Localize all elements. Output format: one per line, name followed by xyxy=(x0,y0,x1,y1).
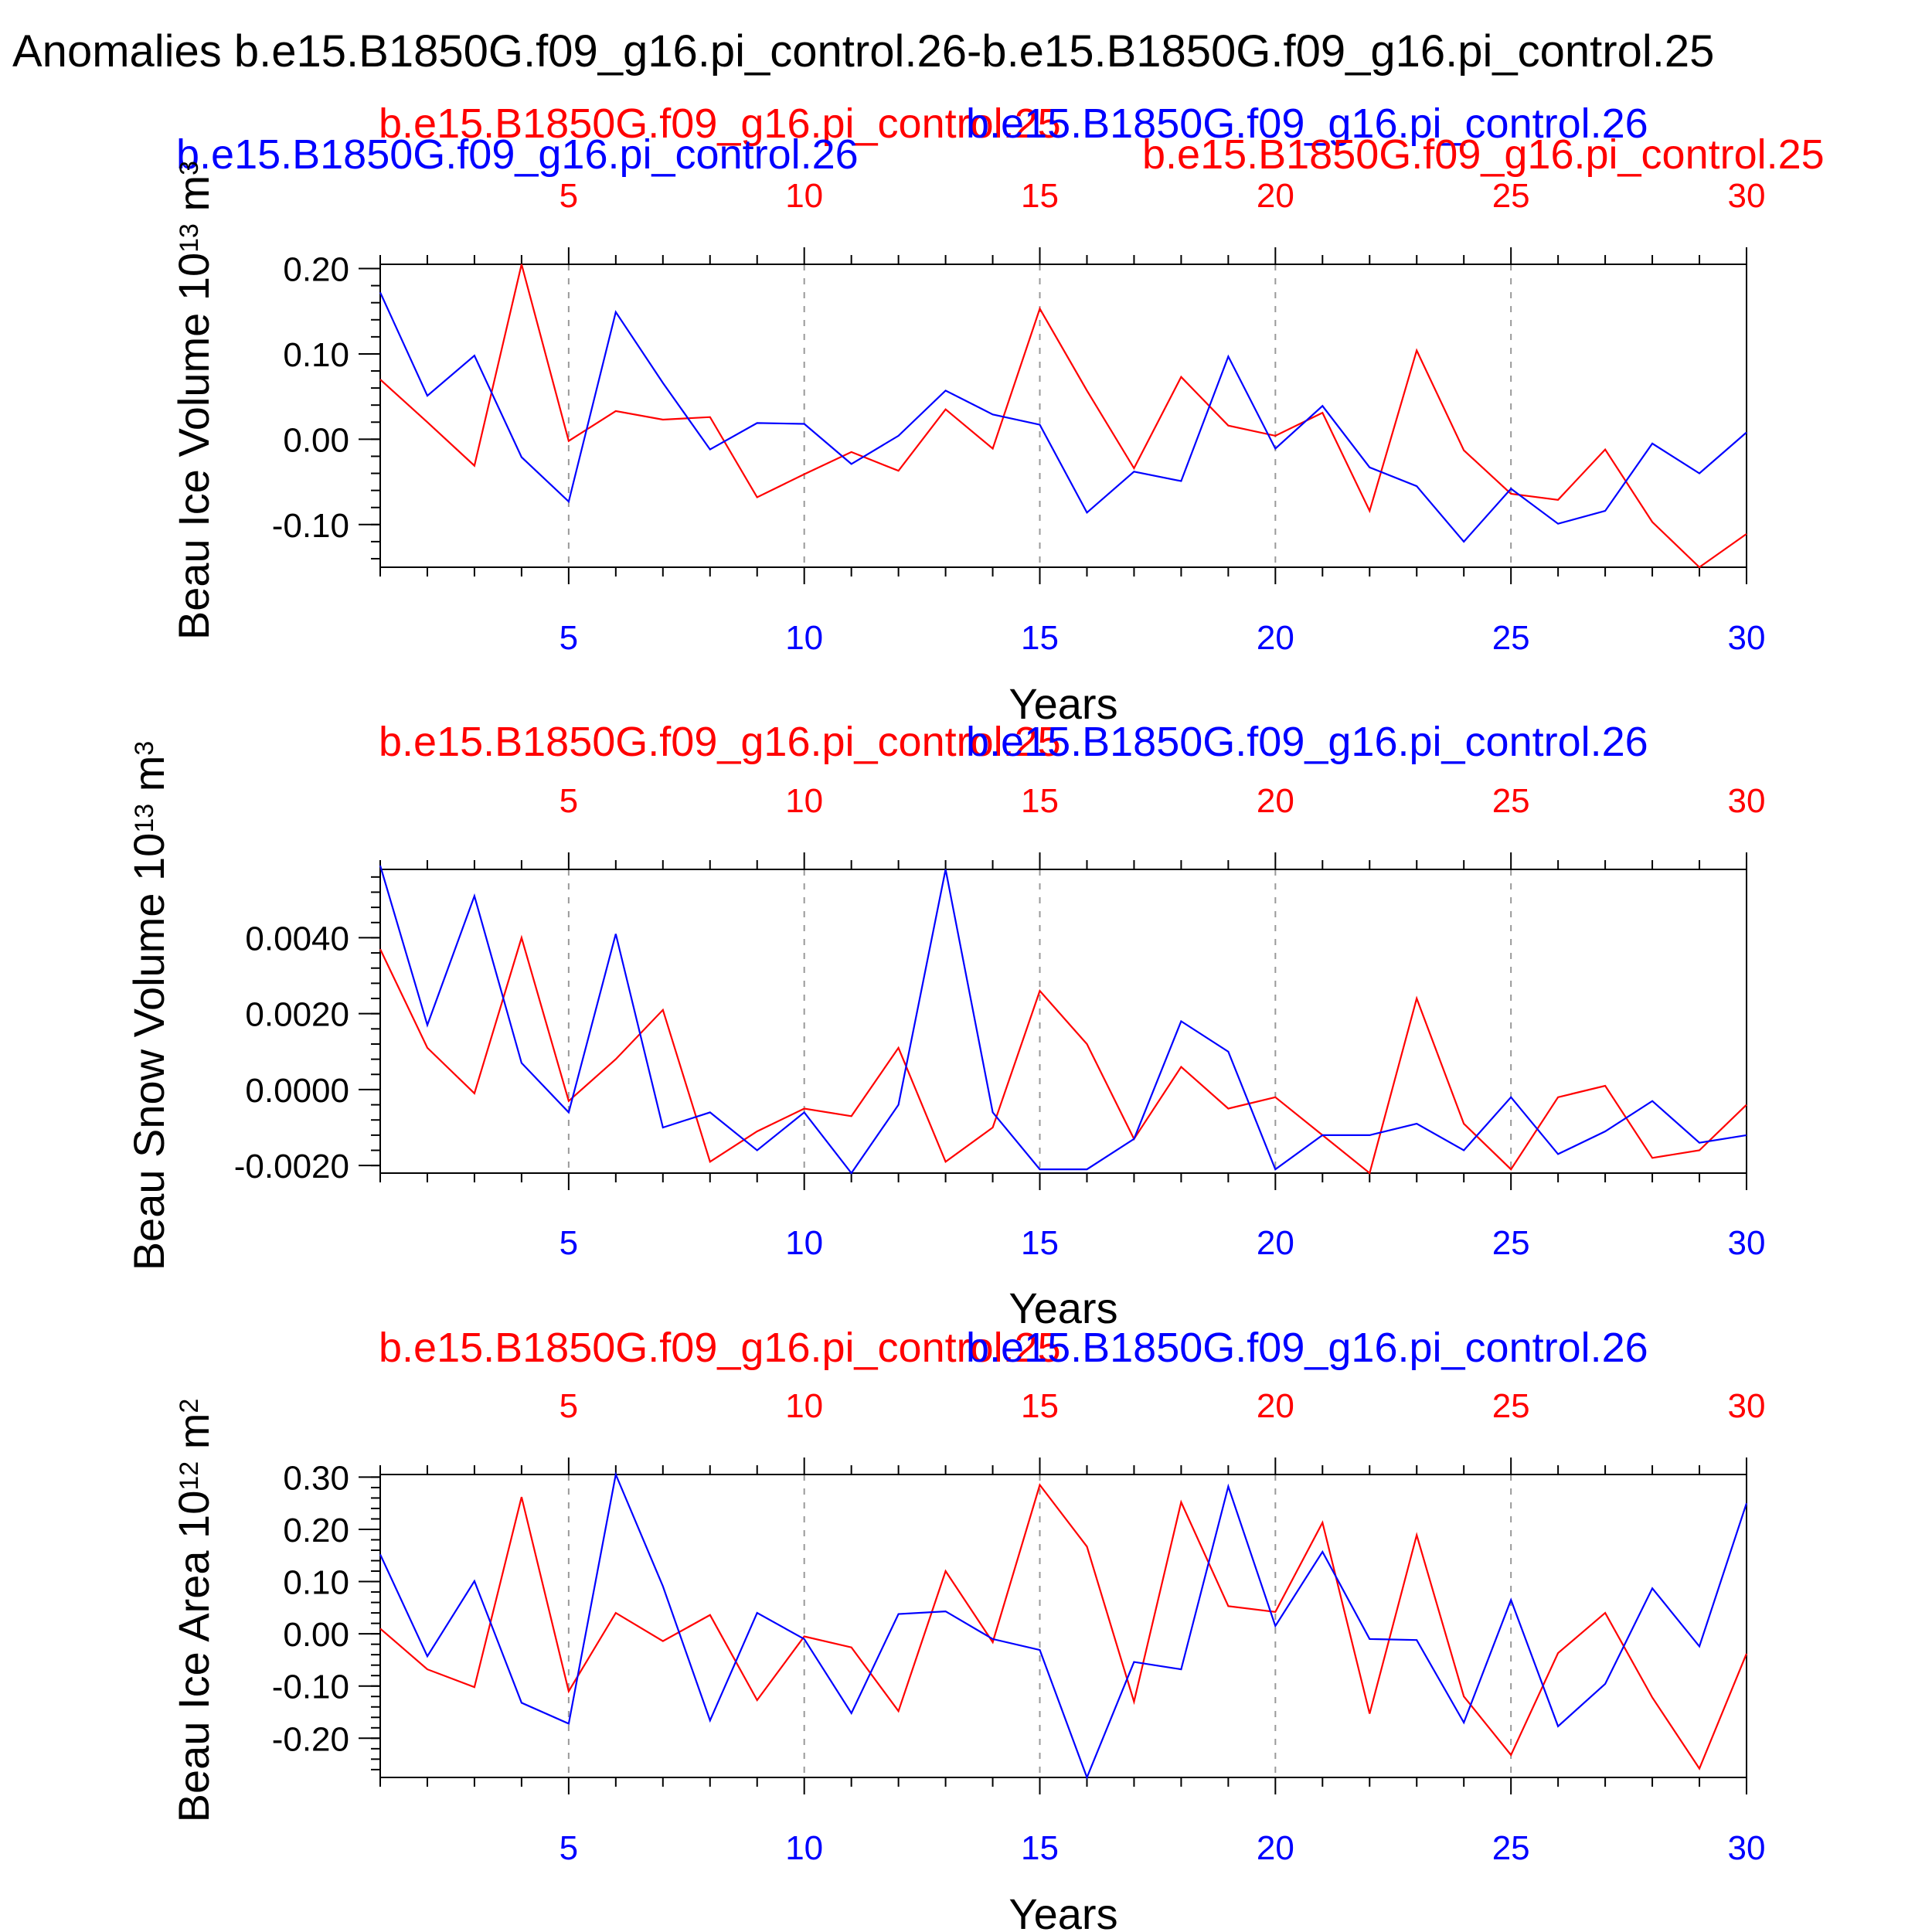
panel-1-x-tick-label-bottom: 15 xyxy=(1021,619,1059,657)
panel-2-x-tick-label-bottom: 10 xyxy=(785,1224,823,1262)
panel-1-x-tick-label-top: 20 xyxy=(1257,177,1294,215)
panel-1-x-tick-label-bottom: 10 xyxy=(785,619,823,657)
panel-1-x-tick-label-top: 5 xyxy=(560,177,578,215)
panel-2-x-tick-label-bottom: 30 xyxy=(1728,1224,1766,1262)
panel-1-x-tick-label-top: 25 xyxy=(1492,177,1530,215)
panel-1-series-b-title: b.e15.B1850G.f09_g16.pi_control.26 xyxy=(966,100,1648,147)
panel-2-x-tick-label-top: 15 xyxy=(1021,782,1059,820)
panel-1-y-tick-label: 0.00 xyxy=(283,421,349,459)
panel-2-series-b-line xyxy=(379,865,1747,1175)
panel-1-x-tick-label-top: 10 xyxy=(785,177,823,215)
panel-2-y-axis-label: Beau Snow Volume 1013 m3 xyxy=(124,741,173,1271)
panel-3-x-tick-label-bottom: 10 xyxy=(785,1829,823,1867)
panel-1-plot-frame xyxy=(379,264,1747,568)
panel-3-x-tick-label-bottom: 30 xyxy=(1728,1829,1766,1867)
panel-3-series-b-title: b.e15.B1850G.f09_g16.pi_control.26 xyxy=(966,1325,1648,1371)
panel-1-y-tick-label: 0.20 xyxy=(283,251,349,289)
panel-2-x-tick-label-bottom: 15 xyxy=(1021,1224,1059,1262)
panel-3-x-tick-label-bottom: 15 xyxy=(1021,1829,1059,1867)
panel-1-x-tick-label-bottom: 25 xyxy=(1492,619,1530,657)
panel-2-x-axis-label: Years xyxy=(1009,1284,1117,1332)
panel-2-series-a-title: b.e15.B1850G.f09_g16.pi_control.25 xyxy=(379,719,1061,765)
panel-2-x-tick-label-top: 10 xyxy=(785,782,823,820)
panel-2-y-tick-label: 0.0000 xyxy=(245,1072,349,1110)
panel-2-x-tick-label-bottom: 5 xyxy=(560,1224,578,1262)
panel-1-x-tick-label-top: 30 xyxy=(1728,177,1766,215)
panel-3-y-tick-label: 0.20 xyxy=(283,1512,349,1549)
panel-2-series-b-title: b.e15.B1850G.f09_g16.pi_control.26 xyxy=(966,719,1648,765)
panel-1-series-b-title-2: b.e15.B1850G.f09_g16.pi_control.26 xyxy=(176,131,859,178)
panel-3-plot-frame xyxy=(379,1474,1747,1778)
panel-2-x-tick-label-top: 20 xyxy=(1257,782,1294,820)
panel-2-x-tick-label-bottom: 20 xyxy=(1257,1224,1294,1262)
panel-2-x-tick-label-bottom: 25 xyxy=(1492,1224,1530,1262)
page-title: Anomalies b.e15.B1850G.f09_g16.pi_contro… xyxy=(12,26,1714,77)
panel-1-x-tick-label-bottom: 30 xyxy=(1728,619,1766,657)
panel-3-y-axis-label: Beau Ice Area 1012 m2 xyxy=(169,1399,218,1823)
panel-3-y-tick-label: 0.30 xyxy=(283,1459,349,1497)
panel-1-y-tick-label: 0.10 xyxy=(283,336,349,374)
panel-1-x-tick-label-bottom: 20 xyxy=(1257,619,1294,657)
panel-2-y-tick-label: 0.0020 xyxy=(245,996,349,1034)
panel-3-x-tick-label-bottom: 25 xyxy=(1492,1829,1530,1867)
panel-2-x-tick-label-top: 25 xyxy=(1492,782,1530,820)
panel-3-series-a-title: b.e15.B1850G.f09_g16.pi_control.25 xyxy=(379,1325,1061,1371)
panel-3-x-axis-label: Years xyxy=(1009,1889,1117,1932)
panel-3-x-tick-label-bottom: 20 xyxy=(1257,1829,1294,1867)
panel-3-x-tick-label-top: 25 xyxy=(1492,1387,1530,1425)
panel-3-y-tick-label: -0.10 xyxy=(272,1668,349,1706)
panel-1-y-axis-label: Beau Ice Volume 1013 m3 xyxy=(169,161,218,640)
panel-2-x-tick-label-top: 30 xyxy=(1728,782,1766,820)
panel-1-x-axis-label: Years xyxy=(1009,679,1117,728)
panel-2-y-tick-label: 0.0040 xyxy=(245,920,349,957)
panel-3-y-tick-label: 0.00 xyxy=(283,1616,349,1654)
panel-1-x-tick-label-bottom: 5 xyxy=(560,619,578,657)
panel-1-y-tick-label: -0.10 xyxy=(272,507,349,545)
panel-3-x-tick-label-bottom: 5 xyxy=(560,1829,578,1867)
panel-1-series-a-title: b.e15.B1850G.f09_g16.pi_control.25 xyxy=(379,100,1061,147)
panel-2-y-tick-label: -0.0020 xyxy=(234,1148,349,1185)
panel-3-y-tick-label: 0.10 xyxy=(283,1564,349,1602)
panel-1-series-b-line xyxy=(379,291,1747,543)
panel-3-x-tick-label-top: 5 xyxy=(560,1387,578,1425)
panel-3-x-tick-label-top: 30 xyxy=(1728,1387,1766,1425)
panel-1-x-tick-label-top: 15 xyxy=(1021,177,1059,215)
panel-3-x-tick-label-top: 10 xyxy=(785,1387,823,1425)
panel-3-x-tick-label-top: 20 xyxy=(1257,1387,1294,1425)
panel-2-plot-frame xyxy=(379,869,1747,1174)
panel-3-x-tick-label-top: 15 xyxy=(1021,1387,1059,1425)
panel-1-series-a-title-2: b.e15.B1850G.f09_g16.pi_control.25 xyxy=(1142,131,1825,178)
panel-2-series-a-line xyxy=(379,934,1747,1175)
panel-3-series-a-line xyxy=(379,1483,1748,1770)
panel-1-series-a-line xyxy=(379,264,1747,569)
panel-3-series-b-line xyxy=(379,1471,1748,1781)
panel-2-x-tick-label-top: 5 xyxy=(560,782,578,820)
panel-3-y-tick-label: -0.20 xyxy=(272,1720,349,1758)
